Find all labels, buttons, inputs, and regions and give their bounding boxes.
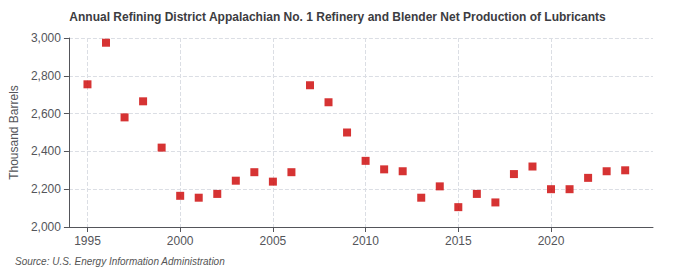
svg-text:Thousand Barrels: Thousand Barrels: [7, 85, 21, 180]
svg-text:2,400: 2,400: [31, 144, 61, 158]
svg-text:1995: 1995: [74, 234, 101, 248]
svg-text:2010: 2010: [352, 234, 379, 248]
svg-text:2000: 2000: [167, 234, 194, 248]
svg-text:2015: 2015: [445, 234, 472, 248]
svg-text:2020: 2020: [538, 234, 565, 248]
svg-text:2,200: 2,200: [31, 182, 61, 196]
svg-text:3,000: 3,000: [31, 31, 61, 45]
svg-text:2005: 2005: [260, 234, 287, 248]
svg-text:2,000: 2,000: [31, 220, 61, 234]
svg-text:Annual Refining District Appal: Annual Refining District Appalachian No.…: [69, 10, 606, 24]
svg-text:2,800: 2,800: [31, 69, 61, 83]
svg-text:2,600: 2,600: [31, 107, 61, 121]
svg-text:Source: U.S. Energy Informatio: Source: U.S. Energy Information Administ…: [15, 256, 225, 267]
